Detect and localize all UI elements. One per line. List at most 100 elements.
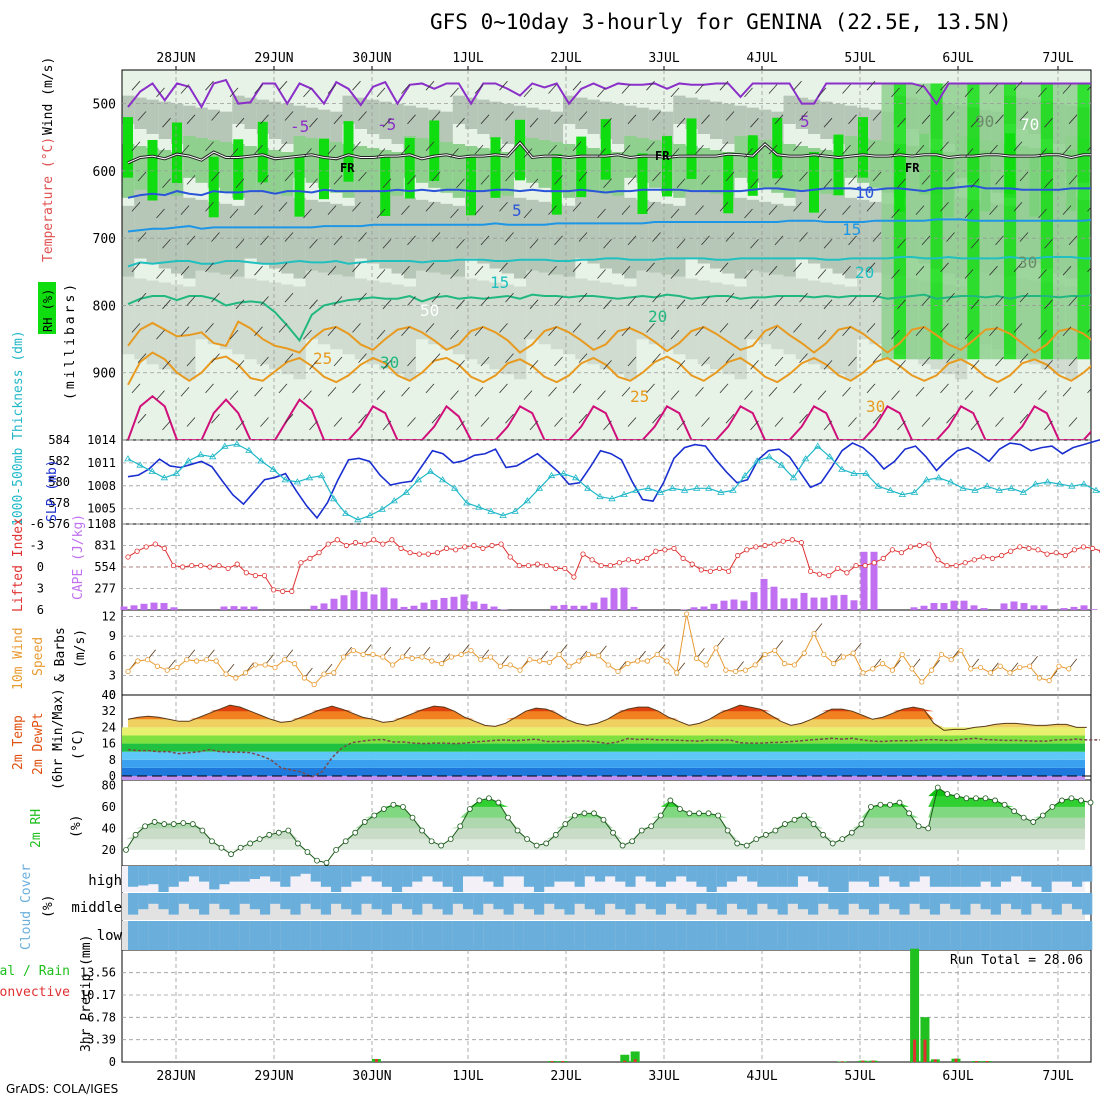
- wind-barb: [670, 269, 680, 279]
- thickness-marker: [765, 453, 774, 460]
- wind-barb: [407, 235, 416, 246]
- wind-barb: [768, 387, 778, 397]
- temp-band: [122, 735, 1085, 744]
- cape-bar: [380, 587, 388, 610]
- wind-barb: [284, 292, 294, 303]
- wind-barb: [333, 114, 343, 125]
- li-marker: [225, 565, 231, 572]
- wind10m-marker: [576, 658, 582, 664]
- cloud-cell: [331, 921, 342, 950]
- rh2m-marker: [591, 810, 597, 817]
- cape-bar: [1030, 605, 1038, 610]
- cloud-cell: [919, 866, 930, 877]
- rh-band-cell: [403, 286, 417, 380]
- rh-band-cell: [379, 282, 392, 370]
- cloud-cell: [412, 893, 423, 915]
- wind10m-marker: [350, 647, 356, 654]
- wind-barb: [676, 239, 686, 249]
- rh2m-marker: [361, 819, 368, 825]
- rh2m-marker: [629, 838, 636, 845]
- cape-bar: [610, 588, 618, 610]
- rh2m-tick-label: 60: [102, 800, 116, 814]
- wind-barb: [823, 360, 833, 370]
- wind-barb: [480, 235, 490, 246]
- wind-barb: [480, 114, 490, 125]
- wind10m-marker: [429, 658, 435, 664]
- rh2m-marker: [390, 801, 397, 808]
- rh-band-cell: [232, 276, 245, 355]
- wind-barb: [695, 84, 704, 94]
- thickness-marker: [680, 486, 689, 493]
- wind-barb: [529, 360, 539, 370]
- temp-fill: [128, 705, 1087, 728]
- wind-barb: [989, 205, 998, 215]
- cloud-cell: [412, 921, 423, 950]
- contour-label: 20: [855, 263, 874, 282]
- wind-barb: [1087, 267, 1091, 273]
- wind-barb: [186, 235, 196, 246]
- wind-barb: [523, 269, 533, 279]
- cloud-cell: [737, 921, 748, 950]
- thickness-marker: [281, 476, 290, 483]
- rh2m-marker: [571, 812, 578, 819]
- cloud-cell: [178, 921, 189, 950]
- wind10m-marker: [791, 662, 798, 668]
- thickness-marker: [947, 478, 955, 485]
- thickness-marker: [910, 488, 919, 495]
- wind-barb: [180, 205, 190, 215]
- wind-barb: [995, 356, 1004, 367]
- wind10m-marker: [340, 654, 347, 660]
- wind10m-marker: [615, 668, 621, 675]
- wind-barb: [695, 326, 704, 336]
- li-marker: [125, 554, 131, 560]
- li-marker: [735, 552, 741, 559]
- rh-band-cell: [269, 101, 282, 139]
- rh-band-cell: [538, 140, 551, 188]
- thickness-marker: [1031, 480, 1040, 487]
- wind-barb: [254, 84, 263, 94]
- wind-barb: [401, 387, 410, 397]
- thickness-marker: [1019, 488, 1028, 495]
- rh-band-cell: [795, 189, 809, 259]
- wind-barb: [309, 117, 318, 128]
- li-marker: [725, 568, 732, 574]
- wind-barb: [156, 329, 165, 340]
- cloud-level-label: high: [88, 873, 122, 889]
- wind-barb: [989, 144, 998, 155]
- cloud-cell: [1051, 893, 1062, 915]
- cloud-cell: [889, 921, 900, 950]
- cape-bar: [600, 597, 608, 610]
- wind10m-marker: [233, 675, 239, 681]
- wind-barb: [554, 296, 563, 306]
- cloud-cell: [757, 866, 768, 887]
- rh-band-cell: [134, 278, 147, 360]
- wind-barb: [229, 87, 239, 98]
- rh2m-marker: [1059, 797, 1065, 804]
- wind-barb: [1013, 383, 1023, 394]
- wind-barb: [866, 80, 876, 91]
- wind-barb: [842, 326, 851, 336]
- wind-barb: [817, 148, 827, 158]
- wind-barb: [572, 141, 582, 151]
- wind-barb: [376, 87, 386, 98]
- wind-barb: [1013, 202, 1023, 212]
- wind10m-marker: [723, 667, 729, 673]
- cape-bar: [360, 591, 368, 610]
- cloud-cell: [838, 893, 849, 915]
- cloud-cell: [726, 921, 738, 950]
- wind-barb: [1044, 299, 1053, 310]
- cloud-cell: [635, 921, 646, 950]
- li-marker: [389, 537, 395, 543]
- cloud-cell: [879, 893, 890, 904]
- wind-barb: [670, 148, 680, 158]
- wind-barb: [333, 417, 343, 427]
- cloud-cell: [676, 866, 687, 877]
- wind10m-marker: [1017, 664, 1023, 671]
- wind-barb: [646, 80, 655, 91]
- rh-high-cell: [723, 152, 734, 214]
- cloud-cell: [432, 893, 443, 910]
- thickness-marker: [692, 484, 701, 491]
- rh2m-marker: [915, 823, 922, 830]
- wind-barb: [848, 296, 857, 306]
- wind-barb: [554, 175, 563, 185]
